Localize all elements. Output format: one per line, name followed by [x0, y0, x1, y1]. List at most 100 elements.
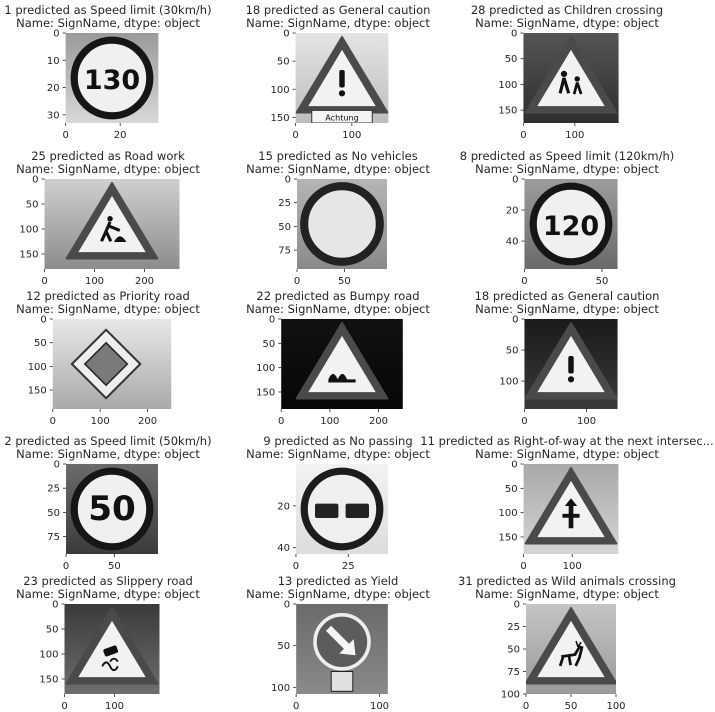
subplot-subtitle: Name: SignName, dtype: object	[16, 587, 200, 601]
subplot-subtitle: Name: SignName, dtype: object	[475, 447, 659, 461]
y-tick-label: 25	[47, 484, 60, 495]
y-tick-label: 0	[512, 315, 518, 326]
y-tick-label: 50	[262, 339, 275, 350]
y-tick-label: 50	[507, 645, 520, 656]
warning-triangle-inner	[308, 335, 376, 393]
subplot-subtitle: Name: SignName, dtype: object	[246, 587, 430, 601]
y-tick-label: 50	[47, 508, 60, 519]
x-tick-label: 50	[565, 701, 578, 712]
subplot-subtitle: Name: SignName, dtype: object	[16, 16, 200, 30]
exclamation-dot-icon	[567, 376, 575, 383]
bumps-icon	[328, 373, 356, 383]
subplot-title: 25 predicted as Road work	[31, 149, 185, 163]
subplot: 31 predicted as Wild animals crossingNam…	[458, 574, 676, 712]
speed-value-label: 130	[84, 65, 140, 96]
x-tick-label: 0	[41, 276, 47, 287]
y-tick-label: 20	[277, 501, 290, 512]
y-tick-label: 0	[514, 600, 520, 611]
no-vehicles-ring	[300, 182, 384, 266]
x-tick-label: 100	[606, 701, 625, 712]
y-tick-label: 150	[28, 386, 47, 397]
y-tick-label: 0	[511, 29, 517, 40]
y-tick-label: 50	[506, 346, 519, 357]
x-tick-label: 0	[520, 130, 526, 141]
y-tick-label: 20	[506, 206, 519, 217]
bollard	[330, 671, 354, 692]
subplot-title: 2 predicted as Speed limit (50km/h)	[4, 434, 211, 448]
warning-triangle-inner	[537, 620, 605, 678]
x-tick-label: 50	[596, 276, 609, 287]
priority-diamond-inner	[83, 341, 129, 387]
y-tick-label: 75	[507, 667, 520, 678]
y-tick-label: 0	[53, 29, 59, 40]
sign-image	[70, 328, 142, 400]
y-tick-label: 150	[19, 250, 38, 261]
subplot-title: 22 predicted as Bumpy road	[256, 289, 419, 303]
subplot-title: 11 predicted as Right-of-way at the next…	[420, 434, 713, 448]
y-tick-label: 75	[47, 532, 60, 543]
subplot: 8 predicted as Speed limit (120km/h)Name…	[460, 149, 674, 287]
x-tick-label: 200	[138, 416, 157, 427]
y-tick-label: 40	[506, 237, 519, 248]
y-tick-label: 20	[47, 83, 60, 94]
arrow-head-icon	[339, 639, 356, 656]
x-tick-label: 0	[62, 130, 68, 141]
subplot-title: 31 predicted as Wild animals crossing	[458, 574, 676, 588]
x-tick-label: 0	[521, 416, 527, 427]
warning-triangle-inner	[78, 195, 146, 253]
subplot-subtitle: Name: SignName, dtype: object	[475, 302, 659, 316]
sign-image: 50	[70, 467, 154, 551]
y-tick-label: 150	[271, 113, 290, 124]
skid-marks-icon	[101, 657, 119, 672]
sign-image	[295, 321, 389, 400]
car-right-icon	[345, 503, 369, 518]
subplot-title: 13 predicted as Yield	[278, 574, 399, 588]
x-tick-label: 0	[293, 561, 299, 572]
subplot-subtitle: Name: SignName, dtype: object	[16, 302, 200, 316]
x-tick-label: 100	[370, 701, 389, 712]
y-tick-label: 0	[511, 460, 517, 471]
y-tick-label: 50	[505, 54, 518, 65]
y-tick-label: 100	[498, 80, 517, 91]
x-tick-label: 0	[292, 130, 298, 141]
x-tick-label: 200	[369, 416, 388, 427]
x-tick-label: 100	[85, 276, 104, 287]
exclamation-dot-icon	[338, 90, 346, 97]
worker-head-icon	[107, 216, 113, 222]
subplot: 1 predicted as Speed limit (30km/h)Name:…	[4, 3, 211, 141]
x-tick-label: 20	[114, 130, 127, 141]
child-head-icon	[574, 76, 580, 82]
speed-sign-ring	[70, 467, 154, 551]
y-tick-label: 50	[505, 484, 518, 495]
subplot-subtitle: Name: SignName, dtype: object	[475, 16, 659, 30]
y-tick-label: 0	[269, 315, 275, 326]
deer-icon	[558, 645, 584, 667]
y-tick-label: 0	[32, 175, 38, 186]
subplot-title: 23 predicted as Slippery road	[23, 574, 193, 588]
sign-image	[524, 466, 618, 545]
x-tick-label: 100	[105, 701, 124, 712]
y-tick-label: 50	[26, 200, 39, 211]
y-tick-label: 0	[512, 175, 518, 186]
y-tick-label: 50	[34, 338, 47, 349]
subplot-subtitle: Name: SignName, dtype: object	[475, 162, 659, 176]
y-tick-label: 100	[256, 363, 275, 374]
y-tick-label: 50	[277, 641, 290, 652]
y-tick-label: 100	[28, 362, 47, 373]
subplot-subtitle: Name: SignName, dtype: object	[475, 587, 659, 601]
x-tick-label: 0	[50, 416, 56, 427]
sign-image	[526, 606, 616, 685]
y-tick-label: 30	[47, 110, 60, 121]
subplot-subtitle: Name: SignName, dtype: object	[16, 162, 200, 176]
subplot-subtitle: Name: SignName, dtype: object	[16, 447, 200, 461]
x-tick-label: 100	[563, 561, 582, 572]
